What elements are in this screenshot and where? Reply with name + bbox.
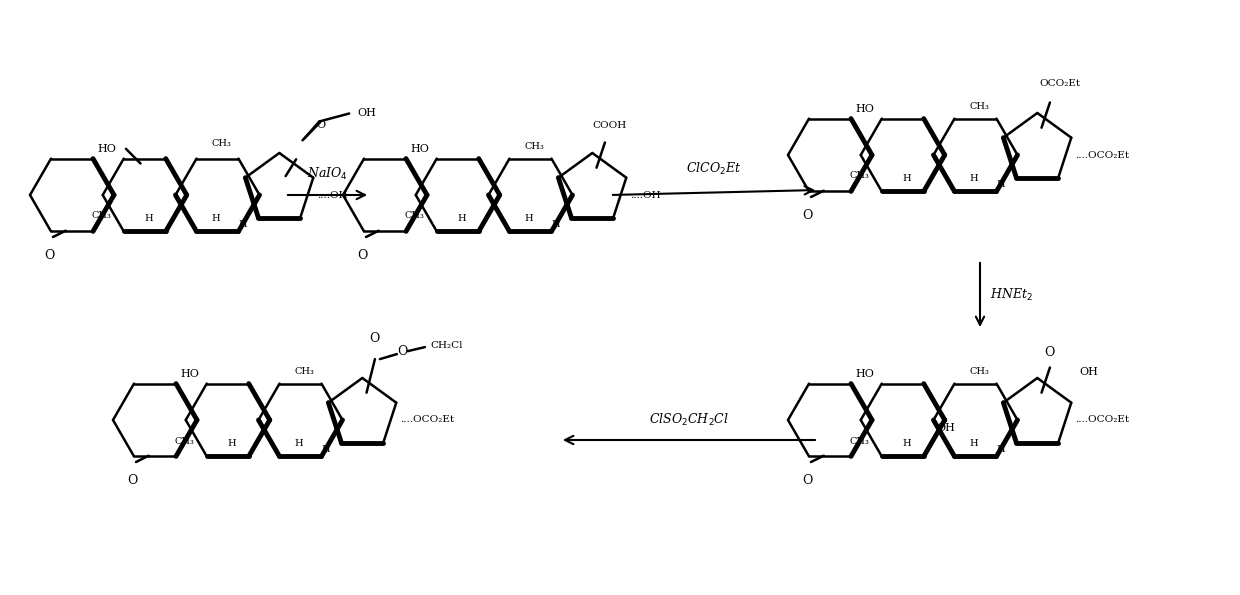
Text: O: O <box>802 209 812 222</box>
Text: CH₃: CH₃ <box>92 211 112 221</box>
Text: CH₃: CH₃ <box>525 142 544 151</box>
Text: ....OCO₂Et: ....OCO₂Et <box>401 415 454 424</box>
Text: CH₃: CH₃ <box>849 437 869 446</box>
Text: CH₃: CH₃ <box>175 437 195 446</box>
Text: H: H <box>294 439 303 447</box>
Text: H: H <box>458 214 466 223</box>
Text: O: O <box>126 474 138 487</box>
Text: CH₃: CH₃ <box>212 139 232 148</box>
Text: O: O <box>370 332 381 345</box>
Text: CH₃: CH₃ <box>849 171 869 180</box>
Text: H: H <box>525 214 533 223</box>
Text: H: H <box>211 214 219 223</box>
Text: CH₃: CH₃ <box>970 367 990 376</box>
Text: H: H <box>970 174 977 183</box>
Text: COOH: COOH <box>593 121 627 130</box>
Text: CH₃: CH₃ <box>295 367 315 376</box>
Text: HO: HO <box>856 104 874 114</box>
Text: HNEt$_2$: HNEt$_2$ <box>990 287 1033 303</box>
Text: ClSO$_2$CH$_2$Cl: ClSO$_2$CH$_2$Cl <box>649 412 729 428</box>
Text: CH₃: CH₃ <box>404 211 424 221</box>
Text: H: H <box>552 220 560 229</box>
Text: O: O <box>802 474 812 487</box>
Text: H: H <box>321 445 330 454</box>
Text: HO: HO <box>180 369 198 379</box>
Text: H: H <box>970 439 977 447</box>
Text: H: H <box>228 439 237 447</box>
Text: ....OCO₂Et: ....OCO₂Et <box>1075 151 1130 159</box>
Text: H: H <box>145 214 154 223</box>
Text: O: O <box>316 120 326 130</box>
Text: HO: HO <box>97 144 117 154</box>
Text: H: H <box>903 439 911 447</box>
Text: ClCO$_2$Et: ClCO$_2$Et <box>686 161 742 177</box>
Text: H: H <box>997 445 1004 454</box>
Text: H: H <box>238 220 247 229</box>
Text: H: H <box>903 174 911 183</box>
Text: HO: HO <box>410 144 429 154</box>
Text: OH: OH <box>936 424 955 433</box>
Text: O: O <box>1045 346 1055 359</box>
Text: NaIO$_4$: NaIO$_4$ <box>306 166 347 182</box>
Text: CH₃: CH₃ <box>970 102 990 111</box>
Text: H: H <box>997 180 1004 189</box>
Text: OH: OH <box>357 108 376 118</box>
Text: ....OCO₂Et: ....OCO₂Et <box>1075 415 1130 424</box>
Text: O: O <box>398 345 408 358</box>
Text: ....OH: ....OH <box>317 190 347 199</box>
Text: O: O <box>43 249 55 262</box>
Text: HO: HO <box>856 369 874 379</box>
Text: O: O <box>357 249 367 262</box>
Text: OH: OH <box>1079 367 1099 377</box>
Text: OCO₂Et: OCO₂Et <box>1039 80 1080 89</box>
Text: ....OH: ....OH <box>630 190 661 199</box>
Text: CH₂Cl: CH₂Cl <box>430 340 463 350</box>
